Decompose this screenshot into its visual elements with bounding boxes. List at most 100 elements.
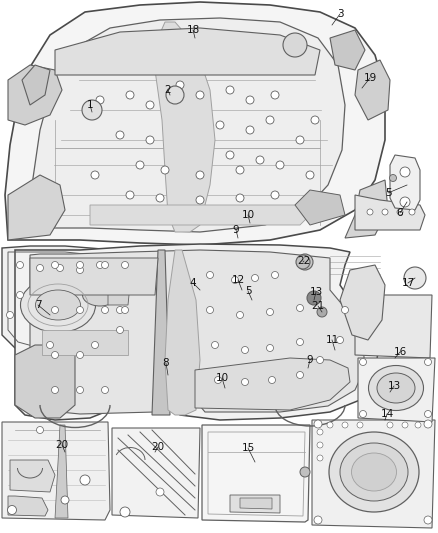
Polygon shape [312,420,435,528]
Polygon shape [15,345,75,418]
Ellipse shape [117,306,124,313]
Text: 20: 20 [56,440,69,450]
Ellipse shape [340,443,408,501]
Ellipse shape [117,327,124,334]
Ellipse shape [377,373,415,403]
Ellipse shape [206,271,213,279]
Ellipse shape [146,136,154,144]
Text: 9: 9 [307,355,313,365]
Text: 17: 17 [401,278,415,288]
Ellipse shape [176,81,184,89]
Ellipse shape [206,306,213,313]
Text: 10: 10 [215,373,229,383]
Ellipse shape [397,209,403,215]
Text: 6: 6 [397,208,403,218]
Text: 13: 13 [387,381,401,391]
Ellipse shape [46,342,53,349]
Ellipse shape [57,264,64,271]
Ellipse shape [317,442,323,448]
Ellipse shape [297,338,304,345]
Ellipse shape [126,91,134,99]
Ellipse shape [241,378,248,385]
Ellipse shape [400,167,410,177]
Text: 22: 22 [297,256,311,266]
Ellipse shape [300,467,310,477]
Ellipse shape [360,410,367,417]
Ellipse shape [251,274,258,281]
Text: 5: 5 [245,286,251,296]
Polygon shape [112,428,200,518]
Ellipse shape [7,505,17,514]
Text: 19: 19 [364,73,377,83]
Ellipse shape [367,209,373,215]
Ellipse shape [121,262,128,269]
Polygon shape [32,18,345,232]
Ellipse shape [424,359,431,366]
Ellipse shape [314,516,322,524]
Ellipse shape [102,386,109,393]
Ellipse shape [226,86,234,94]
Ellipse shape [360,359,367,366]
Ellipse shape [77,386,84,393]
Text: 18: 18 [187,25,200,35]
Polygon shape [5,2,385,245]
Ellipse shape [91,171,99,179]
Text: 3: 3 [337,9,343,19]
Ellipse shape [266,116,274,124]
Ellipse shape [36,426,43,433]
Ellipse shape [156,194,164,202]
Ellipse shape [283,33,307,57]
Ellipse shape [36,264,43,271]
Ellipse shape [52,386,59,393]
Ellipse shape [342,306,349,313]
Polygon shape [230,495,280,513]
Polygon shape [155,22,215,232]
Ellipse shape [271,191,279,199]
Ellipse shape [236,194,244,202]
Ellipse shape [317,455,323,461]
Ellipse shape [196,171,204,179]
Polygon shape [2,246,148,358]
Ellipse shape [21,278,95,333]
Ellipse shape [297,254,313,270]
Ellipse shape [389,174,396,182]
Ellipse shape [327,422,333,428]
Ellipse shape [307,291,321,305]
Polygon shape [90,205,310,225]
Text: 11: 11 [325,335,339,345]
Ellipse shape [306,171,314,179]
Ellipse shape [246,126,254,134]
Polygon shape [152,250,170,415]
Text: 16: 16 [393,347,406,357]
Ellipse shape [161,166,169,174]
Ellipse shape [382,209,388,215]
Ellipse shape [266,344,273,351]
Ellipse shape [126,191,134,199]
Polygon shape [202,425,310,522]
Polygon shape [340,265,385,340]
Ellipse shape [196,91,204,99]
Ellipse shape [77,306,84,313]
Text: 4: 4 [190,278,196,288]
Polygon shape [8,496,48,516]
Polygon shape [22,65,50,105]
Text: 12: 12 [231,275,245,285]
Ellipse shape [17,262,24,269]
Polygon shape [15,244,378,420]
Text: 14: 14 [380,409,394,419]
Ellipse shape [268,376,276,384]
Ellipse shape [77,351,84,359]
Ellipse shape [311,116,319,124]
Ellipse shape [121,306,128,313]
Ellipse shape [116,131,124,139]
Text: 13: 13 [309,287,323,297]
Ellipse shape [272,271,279,279]
Polygon shape [330,30,365,70]
Ellipse shape [236,166,244,174]
Ellipse shape [136,161,144,169]
Polygon shape [2,422,110,520]
Ellipse shape [226,151,234,159]
Ellipse shape [92,342,99,349]
Ellipse shape [212,342,219,349]
Ellipse shape [61,496,69,504]
